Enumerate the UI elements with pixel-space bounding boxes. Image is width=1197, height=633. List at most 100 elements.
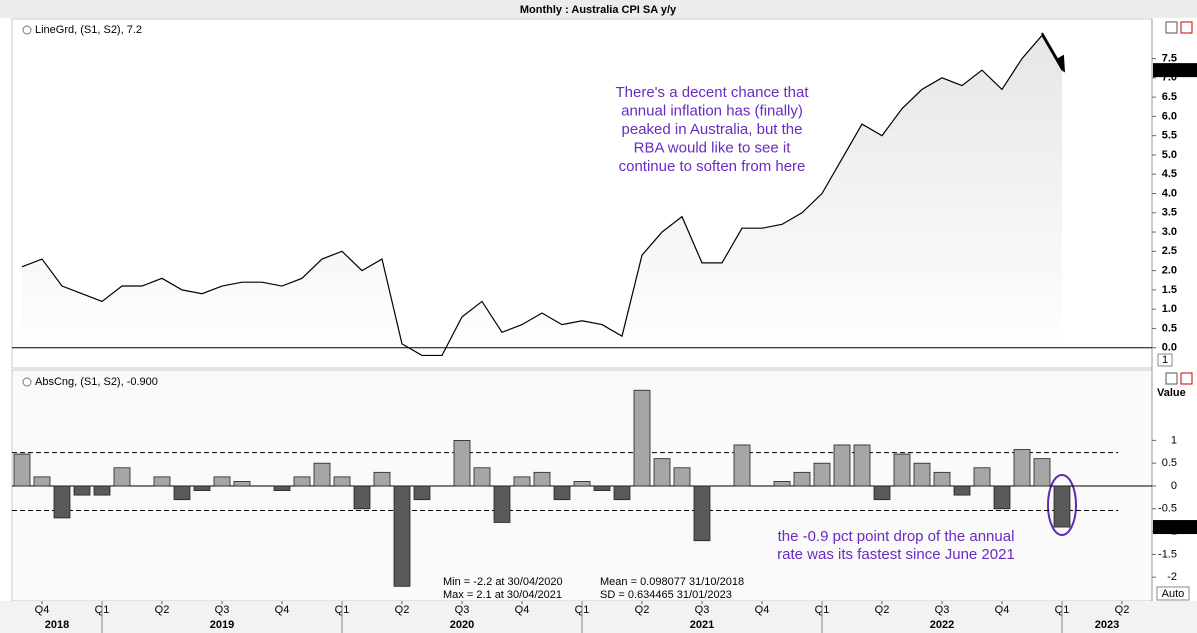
y-tick-label: 5.0 xyxy=(1162,149,1177,161)
bar xyxy=(693,485,711,542)
x-tick-label: Q2 xyxy=(635,604,650,616)
bar xyxy=(1033,458,1051,487)
stat-value: 0.634465 xyxy=(628,589,674,601)
bar xyxy=(13,453,31,487)
minimize-button[interactable] xyxy=(1165,21,1178,34)
legend-label: LineGrd, (S1, S2), 7.2 xyxy=(35,24,142,36)
x-tick-label: Q2 xyxy=(395,604,410,616)
annotation: RBA would like to see it xyxy=(634,139,792,156)
y-tick-label: 2.0 xyxy=(1162,265,1177,277)
bar xyxy=(793,471,811,487)
bar xyxy=(93,485,111,496)
y-tick-label: 6.5 xyxy=(1162,91,1177,103)
panel-button-label: 1 xyxy=(1162,354,1168,366)
bar xyxy=(393,485,411,587)
bar xyxy=(913,462,931,487)
x-tick-label: Q2 xyxy=(1115,604,1130,616)
minimize-button[interactable] xyxy=(1165,372,1178,385)
y-tick-label: 6.0 xyxy=(1162,110,1177,122)
bar xyxy=(673,467,691,487)
bar xyxy=(233,481,251,487)
x-tick-label: Q3 xyxy=(935,604,950,616)
y-tick-label: 3.5 xyxy=(1162,207,1177,219)
y-tick-label: 5.5 xyxy=(1162,130,1177,142)
x-axis-strip xyxy=(0,601,1197,633)
bar xyxy=(513,476,531,487)
legend-icon xyxy=(22,377,32,387)
chart-title: Monthly : Australia CPI SA y/y xyxy=(520,4,677,16)
bar xyxy=(313,462,331,487)
year-label: 2020 xyxy=(450,619,474,631)
header-bar xyxy=(0,0,1197,18)
bar xyxy=(593,485,611,491)
bar xyxy=(653,458,671,487)
stat-date: 31/10/2018 xyxy=(689,576,744,588)
bar xyxy=(153,476,171,487)
y-tick-label: 2.5 xyxy=(1162,245,1177,257)
bar xyxy=(453,439,471,487)
stat-value: -2.2 xyxy=(473,576,492,588)
x-tick-label: Q3 xyxy=(215,604,230,616)
annotation: There's a decent chance that xyxy=(616,84,810,101)
y-tick-label: 0.0 xyxy=(1162,342,1177,354)
bar xyxy=(613,485,631,501)
stat-date: at 30/04/2021 xyxy=(495,589,562,601)
panel-button-label: Auto xyxy=(1162,588,1185,600)
bar xyxy=(1013,449,1031,487)
panel-button xyxy=(1157,353,1173,367)
y-tick-label: 1.5 xyxy=(1162,284,1177,296)
y-tick-label: 0.5 xyxy=(1162,457,1177,469)
stat-date: at 30/04/2020 xyxy=(495,576,562,588)
bar xyxy=(333,476,351,487)
annotation: peaked in Australia, but the xyxy=(622,121,803,138)
x-tick-label: Q4 xyxy=(755,604,770,616)
current-value-label: -0.900 xyxy=(1156,521,1187,533)
annotation: rate was its fastest since June 2021 xyxy=(777,546,1015,563)
x-tick-label: Q3 xyxy=(695,604,710,616)
annotation: the -0.9 pct point drop of the annual xyxy=(778,528,1015,545)
bar xyxy=(1053,485,1071,528)
close-button[interactable] xyxy=(1180,21,1193,34)
y-tick-label: 3.0 xyxy=(1162,226,1177,238)
annotation: continue to soften from here xyxy=(619,158,806,175)
bar xyxy=(993,485,1011,510)
x-tick-label: Q3 xyxy=(455,604,470,616)
bar xyxy=(553,485,571,501)
area-fill xyxy=(22,35,1062,356)
y-tick-label: -0.5 xyxy=(1158,503,1177,515)
close-button[interactable] xyxy=(1180,372,1193,385)
y-tick-label: 4.0 xyxy=(1162,187,1177,199)
bar xyxy=(53,485,71,519)
panel-button xyxy=(1156,586,1190,601)
stat-row: Mean = 0.098077 31/10/2018 xyxy=(600,576,744,588)
stat-row: Max = 2.1 at 30/04/2021 xyxy=(443,589,562,601)
y-tick-label: 1 xyxy=(1171,434,1177,446)
y-tick-label: 0.5 xyxy=(1162,322,1177,334)
bar xyxy=(973,467,991,487)
bar xyxy=(813,462,831,487)
bar xyxy=(833,444,851,487)
bar xyxy=(633,389,651,487)
x-tick-label: Q4 xyxy=(35,604,50,616)
bar xyxy=(873,485,891,501)
year-label: 2023 xyxy=(1095,619,1119,631)
bar xyxy=(413,485,431,501)
stat-row: Min = -2.2 at 30/04/2020 xyxy=(443,576,563,588)
stat-name: Min = xyxy=(443,576,470,588)
y-tick-label: 0 xyxy=(1171,480,1177,492)
highlight-ellipse xyxy=(1047,474,1077,536)
bar xyxy=(173,485,191,501)
window-buttons[interactable] xyxy=(1165,21,1193,385)
y-tick-label: -1.5 xyxy=(1158,548,1177,560)
bar xyxy=(213,476,231,487)
current-value-box xyxy=(1153,520,1197,535)
y-tick-label: 4.5 xyxy=(1162,168,1177,180)
bar xyxy=(473,467,491,487)
bar xyxy=(73,485,91,496)
legend-label: AbsCng, (S1, S2), -0.900 xyxy=(35,376,158,388)
y-axis-title: Value xyxy=(1157,387,1186,399)
year-label: 2021 xyxy=(690,619,714,631)
stat-value: 0.098077 xyxy=(640,576,686,588)
line xyxy=(21,34,1063,357)
bar xyxy=(33,476,51,487)
